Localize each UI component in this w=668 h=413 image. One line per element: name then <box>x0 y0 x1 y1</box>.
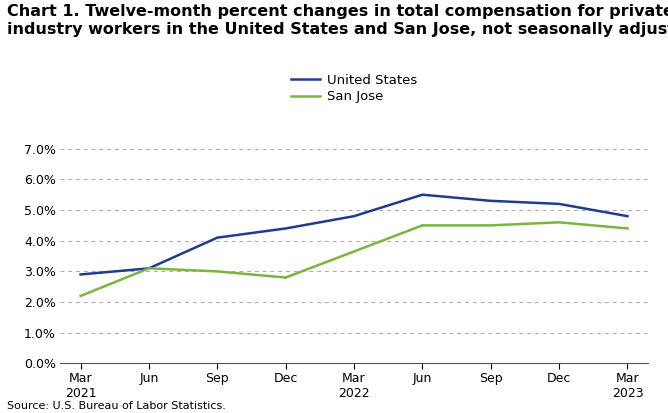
United States <box>213 235 221 240</box>
United States <box>145 266 153 271</box>
United States <box>418 192 426 197</box>
San Jose <box>145 266 153 271</box>
San Jose <box>282 275 290 280</box>
United States <box>623 214 631 218</box>
Legend: United States, San Jose: United States, San Jose <box>291 74 417 103</box>
Text: Source: U.S. Bureau of Labor Statistics.: Source: U.S. Bureau of Labor Statistics. <box>7 401 226 411</box>
Line: San Jose: San Jose <box>81 268 286 296</box>
United States <box>282 226 290 231</box>
Line: United States: United States <box>81 195 627 275</box>
United States <box>487 198 495 203</box>
United States <box>77 272 85 277</box>
Text: Chart 1. Twelve-month percent changes in total compensation for private
industry: Chart 1. Twelve-month percent changes in… <box>7 4 668 36</box>
San Jose <box>77 294 85 299</box>
United States <box>555 202 563 206</box>
United States <box>350 214 358 218</box>
San Jose <box>213 269 221 274</box>
